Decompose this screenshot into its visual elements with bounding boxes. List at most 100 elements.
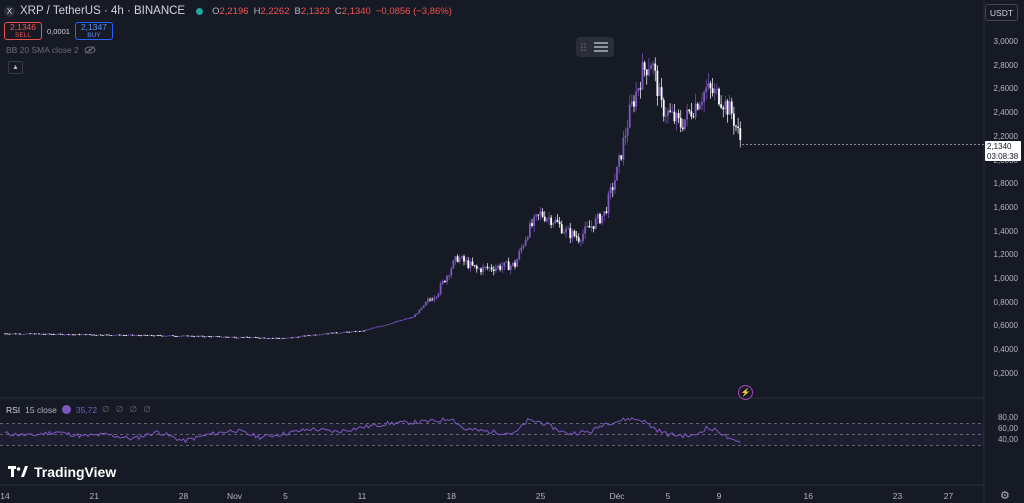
- candle-body: [235, 337, 238, 339]
- xrp-logo-icon[interactable]: X: [4, 5, 15, 17]
- drag-handle-icon[interactable]: [576, 37, 614, 57]
- candle-body: [539, 211, 542, 215]
- candle-body: [137, 335, 140, 336]
- candle-body: [89, 334, 91, 336]
- candle-body: [84, 334, 87, 336]
- candle-body: [718, 88, 720, 105]
- candle-body: [524, 239, 527, 246]
- candle-body: [499, 265, 502, 270]
- time-axis-label: 16: [803, 491, 813, 501]
- candle-body: [433, 297, 436, 301]
- candle-body: [290, 337, 293, 339]
- candle-body: [354, 331, 357, 332]
- price-axis-label: 0,8000: [993, 297, 1018, 307]
- candle-body: [548, 217, 550, 219]
- candle-body: [575, 236, 578, 238]
- candle-body: [416, 313, 419, 315]
- currency-selector[interactable]: USDT: [985, 4, 1018, 21]
- candle-body: [324, 333, 327, 335]
- candle-body: [473, 265, 476, 267]
- candle-body: [626, 127, 629, 136]
- candle-body: [27, 333, 30, 335]
- candle-body: [176, 336, 179, 337]
- candle-body: [229, 336, 232, 338]
- candle-body: [722, 107, 725, 110]
- sell-price: 2,1346: [10, 21, 36, 32]
- candle-body: [242, 337, 244, 338]
- candle-body: [182, 335, 185, 337]
- candle-body: [401, 319, 404, 321]
- rsi-legend[interactable]: RSI 15 close 35,72 ∅ ∅ ∅ ∅: [6, 404, 153, 415]
- candle-body: [456, 256, 459, 262]
- candle-body: [314, 334, 317, 336]
- candle-body: [696, 103, 699, 110]
- time-axis-label: 28: [178, 491, 189, 501]
- candle-body: [452, 260, 455, 269]
- candle-body: [263, 337, 266, 339]
- candle-body: [528, 223, 531, 238]
- candle-body: [250, 337, 253, 339]
- candle-body: [373, 327, 376, 329]
- candle-body: [709, 83, 712, 89]
- candle-body: [40, 333, 43, 335]
- candle-body: [352, 331, 355, 332]
- candle-body: [446, 275, 448, 283]
- candle-body: [475, 265, 478, 269]
- candle-body: [44, 334, 47, 335]
- candle-body: [82, 334, 85, 336]
- candle-body: [48, 333, 51, 335]
- candle-body: [42, 333, 45, 335]
- price-axis-label: 1,8000: [993, 179, 1018, 189]
- candle-body: [99, 334, 102, 336]
- candle-body: [703, 92, 706, 102]
- candle-body: [108, 334, 111, 336]
- candle-body: [460, 256, 463, 259]
- candle-body: [448, 275, 451, 277]
- candle-body: [592, 226, 595, 229]
- candle-body: [369, 328, 372, 330]
- candle-body: [8, 333, 11, 335]
- candle-body: [299, 336, 302, 338]
- symbol-title[interactable]: XRP / TetherUS · 4h · BINANCE: [20, 5, 186, 17]
- candle-body: [174, 336, 176, 337]
- rsi-band: [0, 423, 984, 446]
- candle-body: [305, 335, 308, 337]
- buy-button[interactable]: 2,1347 BUY: [74, 22, 113, 40]
- candle-body: [280, 338, 283, 339]
- candle-body: [184, 335, 187, 337]
- chevron-up-icon[interactable]: ▲: [8, 61, 23, 74]
- candle-body: [169, 335, 172, 337]
- sell-button[interactable]: 2,1346 SELL: [4, 22, 42, 40]
- candle-body: [375, 326, 378, 328]
- rsi-source-icon: [61, 405, 71, 414]
- candle-body: [25, 333, 28, 335]
- candle-body: [95, 334, 98, 336]
- candle-body: [494, 268, 497, 272]
- candle-body: [180, 335, 183, 337]
- lightning-icon[interactable]: ⚡: [738, 385, 753, 400]
- candle-body: [225, 336, 227, 338]
- ohlc-key: O: [212, 5, 220, 17]
- candle-body: [441, 280, 444, 284]
- candle-body: [237, 337, 240, 339]
- candle-body: [144, 334, 147, 336]
- candle-body: [728, 101, 731, 115]
- candle-body: [297, 336, 300, 338]
- candle-body: [316, 334, 319, 336]
- rsi-axis-label: 60,00: [997, 424, 1018, 433]
- candle-body: [271, 337, 274, 339]
- candle-body: [656, 70, 659, 97]
- candle-body: [127, 334, 130, 336]
- eye-slash-icon[interactable]: [84, 46, 96, 54]
- candle-body: [488, 267, 491, 269]
- gear-icon[interactable]: ⚙: [1000, 490, 1010, 502]
- indicator-legend[interactable]: BB 20 SMA close 2: [6, 45, 96, 55]
- candle-body: [220, 336, 223, 338]
- candle-body: [558, 221, 561, 225]
- candle-body: [490, 267, 493, 270]
- candle-body: [660, 87, 663, 100]
- rsi-params: 15 close: [25, 404, 57, 415]
- candle-body: [131, 334, 134, 336]
- candle-body: [384, 325, 387, 326]
